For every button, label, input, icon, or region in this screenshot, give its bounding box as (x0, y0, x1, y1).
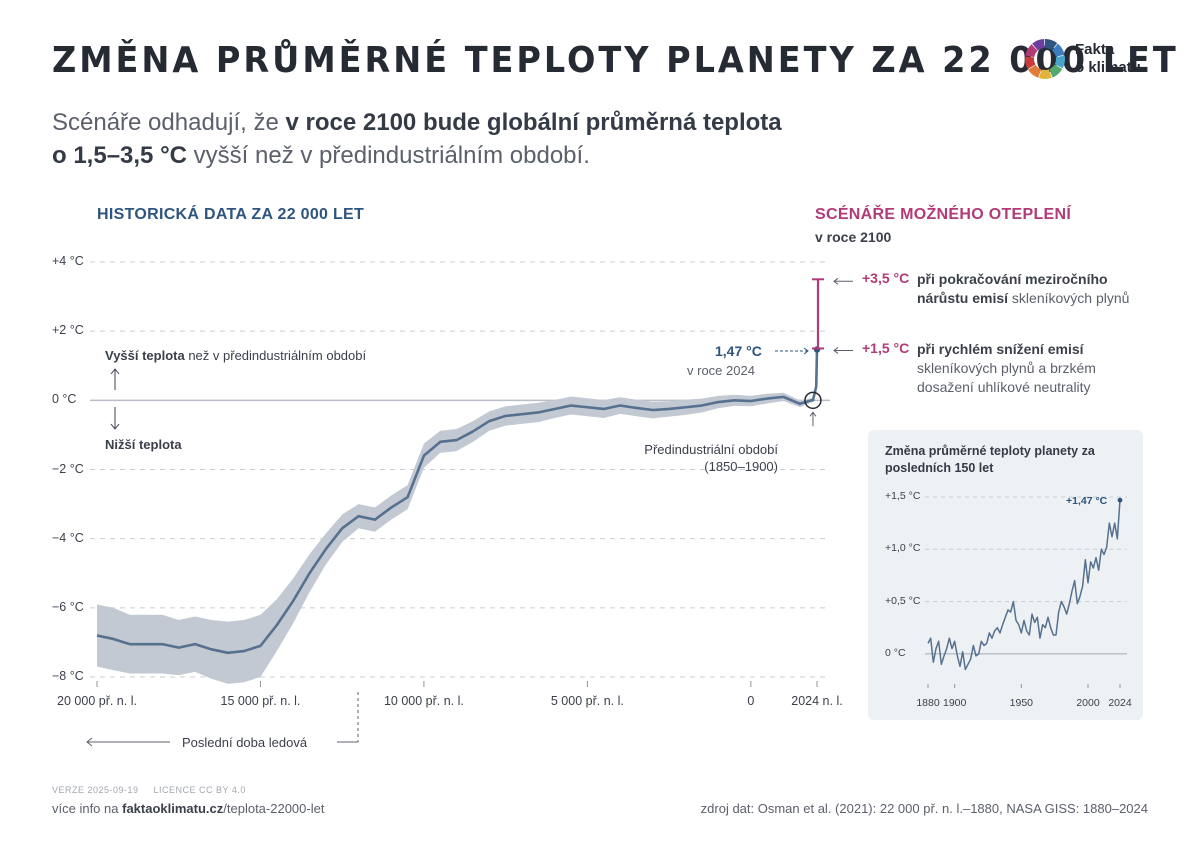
scenario-high-value: +3,5 °C (862, 270, 910, 286)
y-tick-label: −2 °C (52, 461, 84, 476)
logo-text: Fakta o klimatu (1075, 41, 1141, 76)
current-value-pointer-head (803, 347, 809, 355)
version-license: VERZE 2025-09-19 LICENCE CC BY 4.0 (52, 785, 246, 795)
inset-x-tick-label: 2000 (1076, 697, 1100, 709)
ice-age-label: Poslední doba ledová (182, 735, 308, 750)
y-tick-label: −8 °C (52, 669, 84, 683)
y-tick-label: +4 °C (52, 254, 84, 268)
y-tick-label: +2 °C (52, 323, 84, 338)
preindustrial-arrowhead (809, 411, 817, 417)
inset-x-tick-label: 1950 (1009, 697, 1034, 709)
y-tick-label: −4 °C (52, 530, 84, 545)
x-tick-label: 15 000 př. n. l. (220, 694, 301, 708)
page-title: ZMĚNA PRŮMĚRNÉ TEPLOTY PLANETY ZA 22 000… (52, 40, 1179, 81)
higher-arrowhead (110, 368, 120, 375)
inset-current-point (1117, 497, 1123, 503)
x-tick-label: 2024 n. l. (791, 694, 843, 708)
inset-x-tick-label: 1880 (916, 697, 940, 709)
y-tick-label: 0 °C (52, 392, 77, 407)
x-tick-label: 0 (747, 694, 755, 708)
data-source: zdroj dat: Osman et al. (2021): 22 000 p… (700, 801, 1148, 816)
ice-age-arrowhead (86, 737, 93, 747)
inset-title: Změna průměrné teploty planety za posled… (885, 444, 1095, 475)
scenarios-section-title: SCÉNÁŘE MOŽNÉHO OTEPLENÍ (815, 206, 1072, 223)
scenarios-section-subtitle: v roce 2100 (815, 229, 892, 245)
temperature-line (96, 349, 819, 655)
inset-x-tick-label: 1900 (942, 697, 967, 709)
inset-temperature-line (927, 500, 1121, 671)
uncertainty-band (97, 348, 817, 684)
inset-x-tick-label: 2024 (1108, 697, 1132, 709)
lower-temperature-note: Nižší teplota (105, 437, 182, 452)
inset-end-label: +1,47 °C (1066, 495, 1108, 508)
inset-y-tick-label: +0,5 °C (885, 594, 921, 607)
scenario-low-value: +1,5 °C (862, 340, 910, 356)
current-year-label: v roce 2024 (687, 363, 755, 378)
scenario-pointer-head (833, 347, 839, 354)
inset-panel (868, 430, 1143, 720)
historical-section-title: HISTORICKÁ DATA ZA 22 000 LET (97, 206, 365, 223)
preindustrial-marker (804, 391, 822, 410)
inset-y-tick-label: +1,0 °C (885, 542, 921, 555)
higher-temperature-note: Vyšší teplota než v předindustriálním ob… (105, 348, 367, 363)
more-info: více info na faktaoklimatu.cz/teplota-22… (52, 801, 325, 816)
scenario-low-text: při rychlém snížení emisí skleníkových pl… (917, 341, 1096, 395)
x-tick-label: 20 000 př. n. l. (57, 694, 137, 708)
lower-arrowhead (110, 423, 120, 430)
more-info-link[interactable]: faktaoklimatu.cz (122, 801, 224, 816)
x-tick-label: 10 000 př. n. l. (383, 694, 464, 708)
preindustrial-label: Předindustriální období (1850–1900) (644, 442, 778, 474)
current-value-label: 1,47 °C (715, 343, 762, 359)
page-subtitle: Scénáře odhadují, že v roce 2100 bude gl… (52, 109, 782, 169)
inset-y-tick-label: +1,5 °C (885, 490, 921, 502)
x-tick-label: 5 000 př. n. l. (550, 694, 624, 708)
y-tick-label: −6 °C (52, 599, 84, 614)
scenario-high-text: při pokračování meziročního nárůstu emisí… (917, 271, 1130, 306)
inset-y-tick-label: 0 °C (885, 646, 906, 659)
scenario-pointer-head (833, 277, 839, 285)
